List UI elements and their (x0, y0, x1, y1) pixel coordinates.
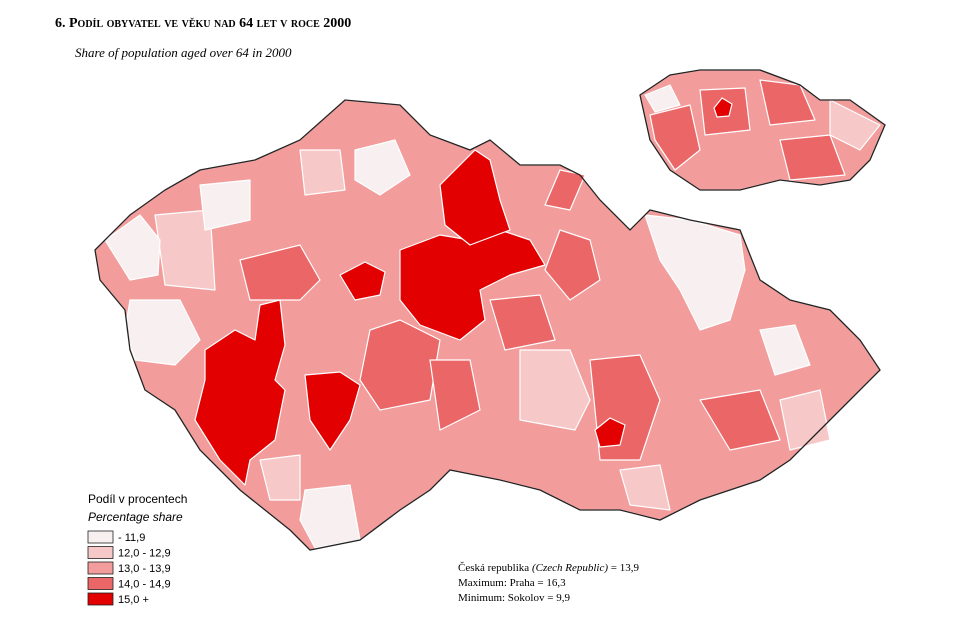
inset-region (779, 134, 846, 181)
region (239, 244, 321, 301)
region (429, 359, 481, 431)
region (259, 454, 301, 501)
legend: - 11,9 12,0 - 12,9 13,0 - 13,9 14,0 - 14,9 1… (87, 530, 171, 606)
legend-subtitle: Percentage share (88, 510, 183, 524)
summary-line: Česká republika (Czech Republic) = 13,9 (458, 562, 639, 574)
region (489, 294, 556, 351)
legend-swatch (87, 530, 114, 544)
region (154, 209, 216, 291)
inset-region (649, 104, 701, 171)
region (439, 149, 511, 246)
legend-swatch (87, 561, 114, 575)
region (594, 417, 626, 448)
country-outline (94, 99, 881, 551)
region (779, 389, 831, 451)
region (354, 139, 411, 196)
inset-region (644, 84, 681, 113)
region (124, 299, 201, 366)
region (519, 349, 591, 431)
region (299, 149, 346, 196)
legend-title: Podíl v procentech (88, 492, 187, 506)
legend-label: 13,0 - 13,9 (118, 563, 171, 575)
region (644, 214, 746, 331)
region (619, 464, 671, 511)
region (194, 299, 286, 486)
summary-value: = 13,9 (611, 562, 640, 574)
region (339, 261, 386, 301)
region (699, 389, 781, 451)
subtitle: Share of population aged over 64 in 2000 (75, 45, 292, 60)
region (199, 179, 251, 231)
inset-region (713, 97, 733, 118)
region (104, 214, 161, 281)
region (304, 371, 361, 451)
summary-label: Česká republika (458, 562, 529, 574)
legend-label: - 11,9 (118, 532, 145, 544)
summary-line: Minimum: Sokolov = 9,9 (458, 592, 570, 604)
summary-line: Maximum: Praha = 16,3 (458, 577, 566, 589)
legend-swatch (87, 577, 114, 590)
legend-label: 12,0 - 12,9 (118, 548, 171, 560)
legend-label: 15,0 + (118, 594, 149, 606)
legend-swatch (87, 592, 114, 606)
region (759, 324, 811, 376)
inset-region (759, 79, 816, 126)
inset-outline (639, 69, 886, 191)
legend-swatch (87, 546, 114, 559)
summary-note: (Czech Republic) (532, 562, 608, 574)
inset-map (639, 69, 886, 191)
region (544, 229, 601, 301)
main-map (94, 99, 881, 551)
legend-label: 14,0 - 14,9 (118, 579, 171, 591)
title: 6. Podíl obyvatel ve věku nad 64 let v r… (55, 16, 351, 31)
inset-region (829, 99, 881, 151)
region (359, 319, 441, 411)
